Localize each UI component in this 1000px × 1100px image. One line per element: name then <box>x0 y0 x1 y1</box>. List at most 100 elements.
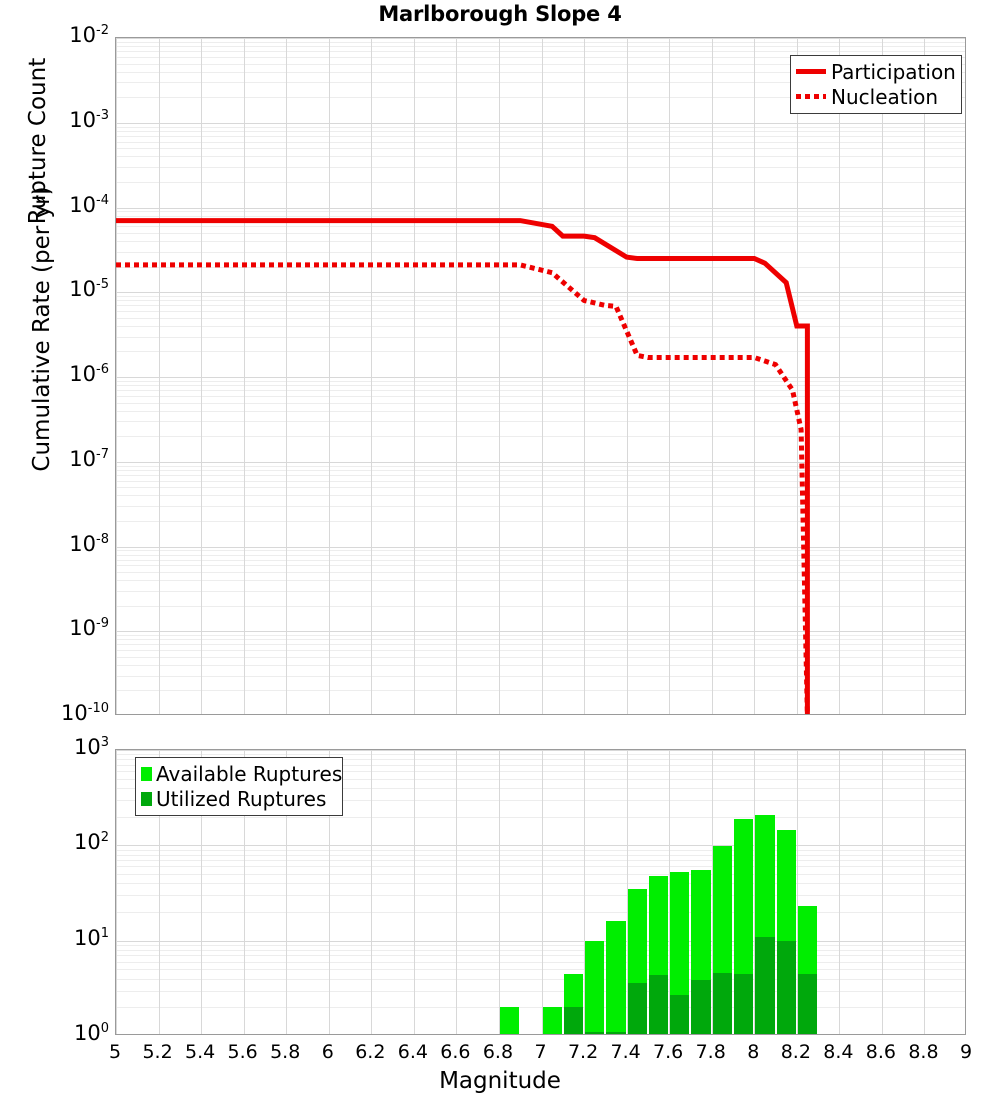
horizontal-gridline-minor <box>116 855 965 856</box>
horizontal-gridline-minor <box>116 42 965 43</box>
horizontal-gridline-major <box>116 377 965 378</box>
horizontal-gridline-minor <box>116 895 965 896</box>
available-ruptures-segment <box>542 1007 562 1034</box>
horizontal-gridline-minor <box>116 182 965 183</box>
horizontal-gridline-minor <box>116 565 965 566</box>
y-tick-label: 10-2 <box>69 23 109 47</box>
horizontal-gridline-minor <box>116 136 965 137</box>
horizontal-gridline-minor <box>116 657 965 658</box>
horizontal-gridline-minor <box>116 606 965 607</box>
histogram-bars <box>116 750 965 1034</box>
vertical-gridline <box>201 750 202 1034</box>
horizontal-gridline-minor <box>116 436 965 437</box>
vertical-gridline <box>882 750 883 1034</box>
horizontal-gridline-minor <box>116 318 965 319</box>
vertical-gridline <box>286 750 287 1034</box>
utilized-ruptures-segment <box>733 973 754 1034</box>
horizontal-gridline-minor <box>116 300 965 301</box>
horizontal-gridline-minor <box>116 127 965 128</box>
horizontal-gridline-minor <box>116 381 965 382</box>
legend-item-available-ruptures[interactable]: Available Ruptures <box>141 761 342 786</box>
horizontal-gridline-major <box>116 547 965 548</box>
utilized-ruptures-segment <box>776 940 796 1034</box>
vertical-gridline <box>797 38 798 714</box>
horizontal-gridline-minor <box>116 216 965 217</box>
horizontal-gridline-minor <box>116 142 965 143</box>
horizontal-gridline-minor <box>116 211 965 212</box>
horizontal-gridline-minor <box>116 754 965 755</box>
x-tick-label: 8.4 <box>823 1041 854 1063</box>
available-ruptures-swatch-icon <box>141 766 152 781</box>
horizontal-gridline-major <box>116 462 965 463</box>
horizontal-gridline-minor <box>116 690 965 691</box>
horizontal-gridline-minor <box>116 351 965 352</box>
horizontal-gridline-minor <box>116 337 965 338</box>
vertical-gridline <box>924 750 925 1034</box>
horizontal-gridline-minor <box>116 883 965 884</box>
horizontal-gridline-minor <box>116 912 965 913</box>
horizontal-gridline-major <box>116 845 965 846</box>
horizontal-gridline-minor <box>116 555 965 556</box>
horizontal-gridline-minor <box>116 521 965 522</box>
y-tick-label: 10-4 <box>69 192 109 217</box>
legend-item-participation[interactable]: Participation <box>796 59 956 84</box>
histogram-bar <box>776 750 796 1034</box>
available-ruptures-segment <box>606 921 626 1034</box>
horizontal-gridline-minor <box>116 572 965 573</box>
utilized-ruptures-segment <box>670 994 690 1034</box>
horizontal-gridline-minor <box>116 860 965 861</box>
legend-item-utilized-ruptures[interactable]: Utilized Ruptures <box>141 786 334 811</box>
histogram-bar <box>733 750 754 1034</box>
horizontal-gridline-major <box>116 123 965 124</box>
vertical-gridline <box>499 38 500 714</box>
vertical-gridline <box>244 38 245 714</box>
horizontal-gridline-minor <box>116 506 965 507</box>
histogram-bar <box>499 750 520 1034</box>
horizontal-gridline-minor <box>116 866 965 867</box>
vertical-gridline <box>627 750 628 1034</box>
y-tick-label: 100 <box>73 1021 109 1045</box>
vertical-gridline <box>669 750 670 1034</box>
horizontal-gridline-major <box>116 750 965 751</box>
solid-line-icon <box>796 69 826 74</box>
horizontal-gridline-minor <box>116 72 965 73</box>
x-tick-label: 6.8 <box>482 1041 514 1063</box>
vertical-gridline <box>797 750 798 1034</box>
horizontal-gridline-minor <box>116 466 965 467</box>
y-tick-label: 10-6 <box>69 362 109 386</box>
legend-label-nucleation: Nucleation <box>831 84 939 109</box>
horizontal-gridline-minor <box>116 580 965 581</box>
vertical-gridline <box>882 38 883 714</box>
vertical-gridline <box>456 38 457 714</box>
x-tick-label: 8.2 <box>780 1041 811 1063</box>
horizontal-gridline-minor <box>116 765 965 766</box>
y-tick-label: 10-10 <box>61 701 109 725</box>
vertical-gridline <box>669 38 670 714</box>
x-axis-title: Magnitude <box>439 1068 561 1094</box>
x-tick-label: 6.2 <box>355 1041 386 1063</box>
horizontal-gridline-minor <box>116 788 965 789</box>
vertical-gridline <box>371 750 372 1034</box>
page-title: Marlborough Slope 4 <box>378 2 622 26</box>
horizontal-gridline-minor <box>116 385 965 386</box>
series-line-participation <box>116 218 810 714</box>
horizontal-gridline-minor <box>116 51 965 52</box>
horizontal-gridline-minor <box>116 233 965 234</box>
legend-label-participation: Participation <box>831 59 956 84</box>
utilized-ruptures-swatch-icon <box>141 791 152 806</box>
x-tick-label: 6.4 <box>397 1041 428 1063</box>
available-ruptures-segment <box>670 871 690 1034</box>
horizontal-gridline-minor <box>116 326 965 327</box>
histogram-bar <box>542 750 562 1034</box>
legend-item-nucleation[interactable]: Nucleation <box>796 84 953 109</box>
horizontal-gridline-minor <box>116 305 965 306</box>
utilized-ruptures-segment <box>755 936 775 1034</box>
lower-legend: Available Ruptures Utilized Ruptures <box>135 757 343 816</box>
horizontal-gridline-minor <box>116 252 965 253</box>
histogram-bar <box>585 750 605 1034</box>
x-tick-label: 5.8 <box>270 1041 301 1063</box>
x-tick-label: 8.6 <box>865 1041 896 1063</box>
horizontal-gridline-minor <box>116 560 965 561</box>
y-tick-label: 10-7 <box>69 446 109 471</box>
y-tick-label: 103 <box>73 735 109 759</box>
